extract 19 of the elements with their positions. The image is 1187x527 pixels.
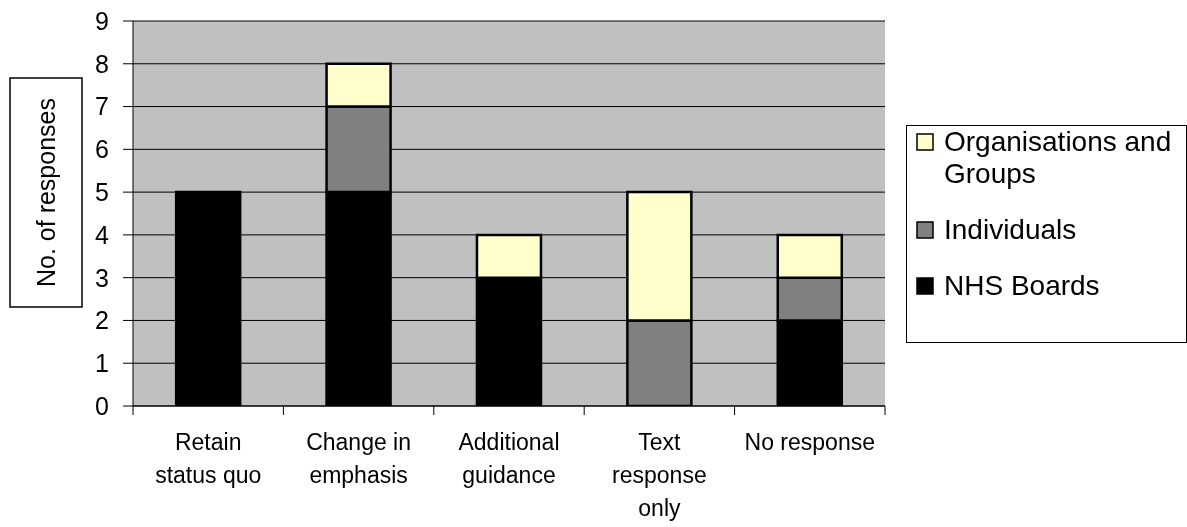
x-tick-label: No response: [744, 429, 876, 455]
legend-label: Individuals: [944, 214, 1077, 245]
x-tick-label: Change in emphasis: [306, 429, 412, 488]
legend-label: NHS Boards: [944, 270, 1100, 301]
y-tick-label: 6: [95, 135, 109, 164]
y-tick-label: 2: [95, 306, 109, 335]
y-tick-label: 1: [95, 349, 109, 378]
x-tick-label: Retain status quo: [155, 429, 262, 488]
x-tick-label: Additional guidance: [458, 429, 560, 488]
y-tick-label: 5: [95, 177, 109, 206]
y-tick-label: 7: [95, 92, 109, 121]
y-tick-label: 3: [95, 263, 109, 292]
y-tick-label: 0: [95, 391, 109, 420]
y-tick-label: 8: [95, 49, 109, 78]
x-tick-label: Text response only: [612, 429, 707, 521]
y-tick-label: 9: [95, 6, 109, 35]
y-axis-title: No. of responses: [32, 98, 60, 287]
y-tick-label: 4: [95, 220, 110, 249]
legend-label: Organisations and Groups: [944, 126, 1172, 189]
